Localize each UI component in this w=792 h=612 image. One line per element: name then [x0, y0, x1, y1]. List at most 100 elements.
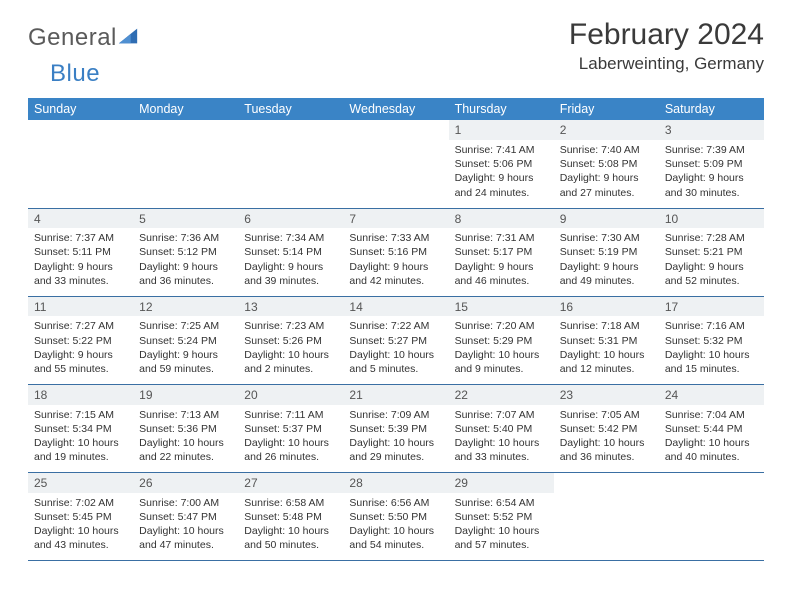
day-number-cell: 25	[28, 473, 133, 493]
day-detail-cell	[554, 493, 659, 561]
sunrise-line: Sunrise: 7:20 AM	[455, 319, 548, 333]
daylight-line: Daylight: 10 hours and 26 minutes.	[244, 436, 337, 464]
sunset-line: Sunset: 5:21 PM	[665, 245, 758, 259]
sunset-line: Sunset: 5:27 PM	[349, 334, 442, 348]
day-number-cell: 15	[449, 296, 554, 316]
day-detail-cell: Sunrise: 6:58 AMSunset: 5:48 PMDaylight:…	[238, 493, 343, 561]
day-detail-cell: Sunrise: 7:28 AMSunset: 5:21 PMDaylight:…	[659, 228, 764, 296]
sunrise-line: Sunrise: 7:34 AM	[244, 231, 337, 245]
sunset-line: Sunset: 5:32 PM	[665, 334, 758, 348]
sunset-line: Sunset: 5:52 PM	[455, 510, 548, 524]
sunset-line: Sunset: 5:17 PM	[455, 245, 548, 259]
day-number-cell: 11	[28, 296, 133, 316]
day-number-cell: 9	[554, 208, 659, 228]
title-block: February 2024 Laberweinting, Germany	[569, 18, 764, 74]
day-number-cell: 26	[133, 473, 238, 493]
sunrise-line: Sunrise: 7:41 AM	[455, 143, 548, 157]
sunrise-line: Sunrise: 7:07 AM	[455, 408, 548, 422]
daylight-line: Daylight: 9 hours and 24 minutes.	[455, 171, 548, 199]
day-detail-cell: Sunrise: 7:02 AMSunset: 5:45 PMDaylight:…	[28, 493, 133, 561]
sunset-line: Sunset: 5:26 PM	[244, 334, 337, 348]
daylight-line: Daylight: 10 hours and 43 minutes.	[34, 524, 127, 552]
daylight-line: Daylight: 9 hours and 36 minutes.	[139, 260, 232, 288]
daylight-line: Daylight: 10 hours and 19 minutes.	[34, 436, 127, 464]
day-detail-cell: Sunrise: 7:31 AMSunset: 5:17 PMDaylight:…	[449, 228, 554, 296]
day-detail-cell: Sunrise: 6:56 AMSunset: 5:50 PMDaylight:…	[343, 493, 448, 561]
day-detail-cell: Sunrise: 7:07 AMSunset: 5:40 PMDaylight:…	[449, 405, 554, 473]
sunset-line: Sunset: 5:37 PM	[244, 422, 337, 436]
sunset-line: Sunset: 5:39 PM	[349, 422, 442, 436]
sunrise-line: Sunrise: 7:18 AM	[560, 319, 653, 333]
day-number-cell: 4	[28, 208, 133, 228]
sunrise-line: Sunrise: 6:54 AM	[455, 496, 548, 510]
dayheader: Monday	[133, 98, 238, 120]
sunset-line: Sunset: 5:47 PM	[139, 510, 232, 524]
sunset-line: Sunset: 5:50 PM	[349, 510, 442, 524]
day-number-cell: 29	[449, 473, 554, 493]
day-detail-cell	[343, 140, 448, 208]
daynum-row: 45678910	[28, 208, 764, 228]
daylight-line: Daylight: 10 hours and 54 minutes.	[349, 524, 442, 552]
brand-word2: Blue	[50, 60, 100, 87]
calendar-table: Sunday Monday Tuesday Wednesday Thursday…	[28, 98, 764, 560]
day-number-cell: 21	[343, 385, 448, 405]
daylight-line: Daylight: 9 hours and 46 minutes.	[455, 260, 548, 288]
daylight-line: Daylight: 10 hours and 29 minutes.	[349, 436, 442, 464]
location: Laberweinting, Germany	[569, 54, 764, 74]
day-detail-cell: Sunrise: 7:40 AMSunset: 5:08 PMDaylight:…	[554, 140, 659, 208]
detail-row: Sunrise: 7:27 AMSunset: 5:22 PMDaylight:…	[28, 316, 764, 384]
day-detail-cell: Sunrise: 7:30 AMSunset: 5:19 PMDaylight:…	[554, 228, 659, 296]
sunset-line: Sunset: 5:48 PM	[244, 510, 337, 524]
sunset-line: Sunset: 5:36 PM	[139, 422, 232, 436]
daylight-line: Daylight: 9 hours and 27 minutes.	[560, 171, 653, 199]
detail-row: Sunrise: 7:41 AMSunset: 5:06 PMDaylight:…	[28, 140, 764, 208]
daylight-line: Daylight: 10 hours and 57 minutes.	[455, 524, 548, 552]
day-detail-cell: Sunrise: 7:25 AMSunset: 5:24 PMDaylight:…	[133, 316, 238, 384]
brand-triangle-icon	[117, 25, 139, 47]
day-detail-cell: Sunrise: 7:16 AMSunset: 5:32 PMDaylight:…	[659, 316, 764, 384]
daylight-line: Daylight: 10 hours and 12 minutes.	[560, 348, 653, 376]
dayheader: Friday	[554, 98, 659, 120]
sunrise-line: Sunrise: 7:05 AM	[560, 408, 653, 422]
daylight-line: Daylight: 9 hours and 49 minutes.	[560, 260, 653, 288]
sunrise-line: Sunrise: 7:11 AM	[244, 408, 337, 422]
day-number-cell: 6	[238, 208, 343, 228]
sunset-line: Sunset: 5:06 PM	[455, 157, 548, 171]
sunrise-line: Sunrise: 7:37 AM	[34, 231, 127, 245]
sunrise-line: Sunrise: 7:23 AM	[244, 319, 337, 333]
daynum-row: 18192021222324	[28, 385, 764, 405]
day-detail-cell: Sunrise: 7:27 AMSunset: 5:22 PMDaylight:…	[28, 316, 133, 384]
day-number-cell: 18	[28, 385, 133, 405]
detail-row: Sunrise: 7:15 AMSunset: 5:34 PMDaylight:…	[28, 405, 764, 473]
sunrise-line: Sunrise: 7:02 AM	[34, 496, 127, 510]
day-number-cell: 7	[343, 208, 448, 228]
day-detail-cell	[133, 140, 238, 208]
brand-logo: General	[28, 24, 141, 52]
day-detail-cell: Sunrise: 7:33 AMSunset: 5:16 PMDaylight:…	[343, 228, 448, 296]
sunrise-line: Sunrise: 7:30 AM	[560, 231, 653, 245]
day-detail-cell: Sunrise: 7:22 AMSunset: 5:27 PMDaylight:…	[343, 316, 448, 384]
day-detail-cell: Sunrise: 7:15 AMSunset: 5:34 PMDaylight:…	[28, 405, 133, 473]
day-number-cell: 17	[659, 296, 764, 316]
day-detail-cell: Sunrise: 7:41 AMSunset: 5:06 PMDaylight:…	[449, 140, 554, 208]
day-number-cell	[659, 473, 764, 493]
day-number-cell: 22	[449, 385, 554, 405]
daylight-line: Daylight: 10 hours and 9 minutes.	[455, 348, 548, 376]
daylight-line: Daylight: 10 hours and 36 minutes.	[560, 436, 653, 464]
day-number-cell: 24	[659, 385, 764, 405]
day-detail-cell: Sunrise: 7:13 AMSunset: 5:36 PMDaylight:…	[133, 405, 238, 473]
day-number-cell: 28	[343, 473, 448, 493]
day-number-cell: 27	[238, 473, 343, 493]
day-detail-cell: Sunrise: 7:11 AMSunset: 5:37 PMDaylight:…	[238, 405, 343, 473]
sunset-line: Sunset: 5:16 PM	[349, 245, 442, 259]
daylight-line: Daylight: 9 hours and 52 minutes.	[665, 260, 758, 288]
sunrise-line: Sunrise: 7:31 AM	[455, 231, 548, 245]
sunrise-line: Sunrise: 7:22 AM	[349, 319, 442, 333]
day-detail-cell: Sunrise: 7:00 AMSunset: 5:47 PMDaylight:…	[133, 493, 238, 561]
daylight-line: Daylight: 10 hours and 40 minutes.	[665, 436, 758, 464]
sunset-line: Sunset: 5:14 PM	[244, 245, 337, 259]
dayheader: Tuesday	[238, 98, 343, 120]
daylight-line: Daylight: 10 hours and 33 minutes.	[455, 436, 548, 464]
day-number-cell: 13	[238, 296, 343, 316]
day-detail-cell: Sunrise: 7:23 AMSunset: 5:26 PMDaylight:…	[238, 316, 343, 384]
